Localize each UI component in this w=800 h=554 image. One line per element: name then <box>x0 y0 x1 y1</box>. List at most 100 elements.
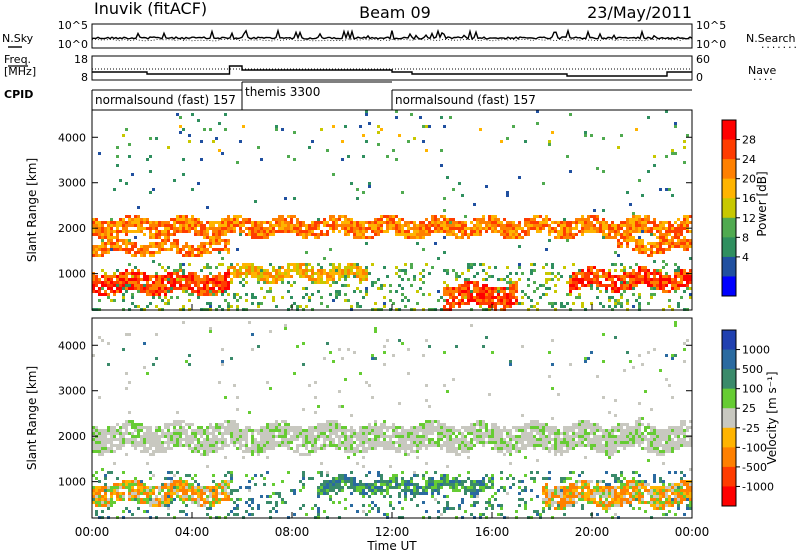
heatmap-cell <box>299 453 302 456</box>
heatmap-cell <box>209 245 212 248</box>
heatmap-cell <box>374 423 377 426</box>
heatmap-cell <box>251 224 254 227</box>
heatmap-cell <box>218 149 221 152</box>
heatmap-cell <box>395 215 398 218</box>
heatmap-cell <box>659 239 662 242</box>
heatmap-cell <box>497 296 500 299</box>
heatmap-cell <box>377 510 380 513</box>
heatmap-cell <box>92 224 95 227</box>
heatmap-cell <box>479 221 482 224</box>
heatmap-cell <box>152 450 155 453</box>
heatmap-cell <box>326 435 329 438</box>
heatmap-cell <box>509 444 512 447</box>
heatmap-cell <box>401 483 404 486</box>
heatmap-cell <box>257 345 260 348</box>
heatmap-cell <box>311 477 314 480</box>
heatmap-cell <box>209 278 212 281</box>
heatmap-cell <box>635 239 638 242</box>
heatmap-cell <box>479 429 482 432</box>
heatmap-cell <box>419 116 422 119</box>
heatmap-cell <box>113 438 116 441</box>
heatmap-cell <box>485 507 488 510</box>
heatmap-cell <box>461 426 464 429</box>
heatmap-cell <box>623 221 626 224</box>
heatmap-cell <box>113 224 116 227</box>
heatmap-cell <box>149 221 152 224</box>
heatmap-cell <box>473 227 476 230</box>
heatmap-cell <box>431 215 434 218</box>
heatmap-cell <box>404 233 407 236</box>
heatmap-cell <box>119 281 122 284</box>
heatmap-cell <box>512 444 515 447</box>
heatmap-cell <box>275 272 278 275</box>
heatmap-cell <box>179 510 182 513</box>
heatmap-cell <box>521 432 524 435</box>
heatmap-cell <box>455 221 458 224</box>
heatmap-cell <box>383 363 386 366</box>
heatmap-cell <box>221 486 224 489</box>
heatmap-cell <box>482 227 485 230</box>
heatmap-cell <box>128 483 131 486</box>
heatmap-cell <box>608 284 611 287</box>
heatmap-cell <box>206 489 209 492</box>
heatmap-cell <box>344 483 347 486</box>
heatmap-cell <box>176 248 179 251</box>
heatmap-cell <box>389 447 392 450</box>
heatmap-cell <box>551 227 554 230</box>
heatmap-cell <box>269 233 272 236</box>
heatmap-cell <box>149 441 152 444</box>
heatmap-cell <box>542 182 545 185</box>
heatmap-cell <box>365 293 368 296</box>
heatmap-cell <box>572 272 575 275</box>
heatmap-cell <box>584 230 587 233</box>
heatmap-cell <box>419 227 422 230</box>
heatmap-cell <box>539 444 542 447</box>
heatmap-cell <box>293 302 296 305</box>
heatmap-cell <box>500 438 503 441</box>
heatmap-cell <box>119 224 122 227</box>
heatmap-cell <box>602 284 605 287</box>
heatmap-cell <box>596 230 599 233</box>
heatmap-cell <box>605 278 608 281</box>
heatmap-cell <box>158 284 161 287</box>
heatmap-cell <box>344 498 347 501</box>
heatmap-cell <box>335 435 338 438</box>
heatmap-cell <box>248 233 251 236</box>
heatmap-cell <box>524 218 527 221</box>
heatmap-cell <box>230 477 233 480</box>
heatmap-cell <box>428 432 431 435</box>
heatmap-cell <box>197 290 200 293</box>
heatmap-cell <box>164 441 167 444</box>
heatmap-cell <box>482 480 485 483</box>
heatmap-cell <box>293 372 296 375</box>
heatmap-cell <box>359 444 362 447</box>
heatmap-cell <box>140 438 143 441</box>
heatmap-cell <box>212 486 215 489</box>
heatmap-cell <box>536 224 539 227</box>
heatmap-cell <box>569 236 572 239</box>
heatmap-cell <box>263 296 266 299</box>
heatmap-cell <box>218 251 221 254</box>
heatmap-cell <box>350 477 353 480</box>
heatmap-cell <box>128 248 131 251</box>
heatmap-cell <box>659 224 662 227</box>
heatmap-cell <box>554 284 557 287</box>
heatmap-cell <box>659 269 662 272</box>
heatmap-cell <box>473 263 476 266</box>
heatmap-cell <box>92 230 95 233</box>
heatmap-cell <box>257 278 260 281</box>
heatmap-cell <box>311 224 314 227</box>
heatmap-cell <box>473 444 476 447</box>
heatmap-cell <box>284 324 287 327</box>
heatmap-cell <box>173 474 176 477</box>
heatmap-cell <box>365 450 368 453</box>
heatmap-cell <box>254 296 257 299</box>
heatmap-cell <box>686 215 689 218</box>
heatmap-cell <box>113 242 116 245</box>
heatmap-cell <box>134 284 137 287</box>
heatmap-cell <box>119 483 122 486</box>
heatmap-cell <box>362 426 365 429</box>
heatmap-cell <box>152 245 155 248</box>
heatmap-cell <box>554 302 557 305</box>
heatmap-cell <box>530 471 533 474</box>
